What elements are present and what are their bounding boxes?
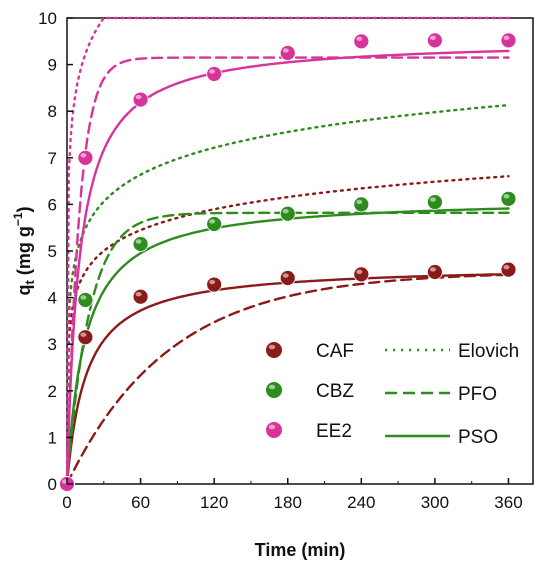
y-tick-label: 2 — [48, 382, 57, 401]
marker-highlight — [209, 69, 216, 74]
legend-label-caf: CAF — [316, 341, 354, 362]
ee2-data-point — [426, 32, 443, 49]
marker-highlight — [429, 197, 436, 202]
x-tick-label: 60 — [131, 493, 150, 512]
y-tick-label: 8 — [48, 102, 57, 121]
y-tick-label: 1 — [48, 428, 57, 447]
y-axis: 0 1 2 3 4 5 6 7 8 9 10 — [38, 9, 73, 494]
y-tick-label: 9 — [48, 56, 57, 75]
y-tick-label: 3 — [48, 335, 57, 354]
cbz-data-point — [426, 194, 443, 210]
x-tick-label: 180 — [274, 493, 302, 512]
y-tick-label: 10 — [38, 9, 57, 28]
marker-highlight — [429, 35, 436, 41]
caf-data-point — [132, 288, 149, 305]
legend-label-elovich: Elovich — [458, 341, 519, 362]
marker-highlight — [135, 94, 142, 100]
marker-highlight — [80, 153, 87, 158]
caf-elovich-line — [65, 175, 510, 486]
marker-highlight — [209, 279, 216, 285]
caf-data-point — [426, 264, 443, 280]
x-tick-label: 360 — [494, 493, 522, 512]
y-axis-title: qt (mg g−1) — [11, 206, 37, 295]
caf-pfo-line — [65, 273, 510, 486]
legend-label-cbz: CBZ — [316, 381, 354, 402]
marker-highlight — [356, 36, 363, 41]
cbz-data-point — [353, 196, 370, 213]
ee2-data-point — [132, 91, 149, 108]
caf-pso-line — [65, 273, 510, 486]
ee2-data-point — [279, 45, 296, 61]
marker-highlight — [503, 194, 510, 199]
cbz-pso-line — [65, 207, 510, 486]
marker-highlight — [356, 269, 363, 274]
marker-highlight — [209, 219, 216, 224]
legend-label-ee2: EE2 — [316, 421, 352, 442]
marker-highlight — [135, 239, 142, 244]
ee2-data-point — [206, 66, 223, 82]
ee2-data-point — [77, 149, 94, 166]
ee2-data-point — [353, 33, 370, 50]
marker-highlight — [503, 35, 510, 41]
x-tick-label: 300 — [421, 493, 449, 512]
y-axis-title-exp: −1 — [11, 212, 25, 226]
marker-highlight — [282, 273, 289, 278]
legend-marker-highlight — [268, 424, 276, 430]
y-tick-label: 6 — [48, 195, 57, 214]
legend-marker-cbz — [266, 382, 282, 398]
caf-data-point — [77, 329, 94, 346]
ee2-elovich-line — [65, 16, 510, 486]
legend-marker-ee2 — [266, 422, 282, 438]
x-tick-label: 0 — [62, 493, 71, 512]
legend-marker-highlight — [268, 344, 276, 350]
y-axis-title-main: q — [14, 285, 34, 296]
legend: CAF CBZ EE2 Elovich PFO PSO — [266, 341, 519, 448]
y-tick-label: 4 — [48, 289, 57, 308]
marker-highlight — [135, 291, 142, 297]
fit-lines — [65, 16, 510, 486]
y-tick-label: 5 — [48, 242, 57, 261]
y-tick-label: 7 — [48, 149, 57, 168]
ee2-data-point — [500, 32, 517, 49]
cbz-data-point — [206, 216, 223, 232]
y-tick-label: 0 — [48, 475, 57, 494]
caf-data-point — [279, 270, 296, 286]
x-tick-label: 240 — [347, 493, 375, 512]
caf-data-point — [353, 266, 370, 283]
x-axis: 0 60 120 180 240 300 360 — [62, 478, 523, 512]
x-tick-label: 120 — [200, 493, 228, 512]
marker-highlight — [80, 332, 87, 337]
marker-highlight — [356, 199, 363, 205]
marker-highlight — [503, 264, 510, 270]
cbz-elovich-line — [65, 103, 510, 486]
legend-marker-highlight — [268, 384, 276, 390]
marker-highlight — [429, 267, 436, 272]
legend-label-pso: PSO — [458, 427, 498, 448]
legend-marker-caf — [266, 342, 282, 358]
y-axis-title-sub: t — [22, 280, 37, 285]
caf-data-point — [500, 261, 517, 278]
cbz-data-point — [132, 236, 149, 252]
cbz-data-point — [279, 205, 296, 222]
x-axis-title: Time (min) — [255, 540, 346, 560]
marker-highlight — [282, 48, 289, 53]
y-axis-title-unit: (mg g — [14, 226, 34, 280]
cbz-data-point — [77, 292, 94, 308]
caf-data-point — [206, 276, 223, 293]
marker-highlight — [80, 295, 87, 300]
cbz-data-point — [500, 190, 517, 207]
marker-highlight — [282, 209, 289, 214]
cbz-pfo-line — [65, 211, 510, 486]
ee2-pso-line — [65, 49, 510, 486]
data-markers — [59, 32, 517, 492]
legend-label-pfo: PFO — [458, 384, 497, 405]
y-axis-title-close: ) — [14, 206, 34, 212]
